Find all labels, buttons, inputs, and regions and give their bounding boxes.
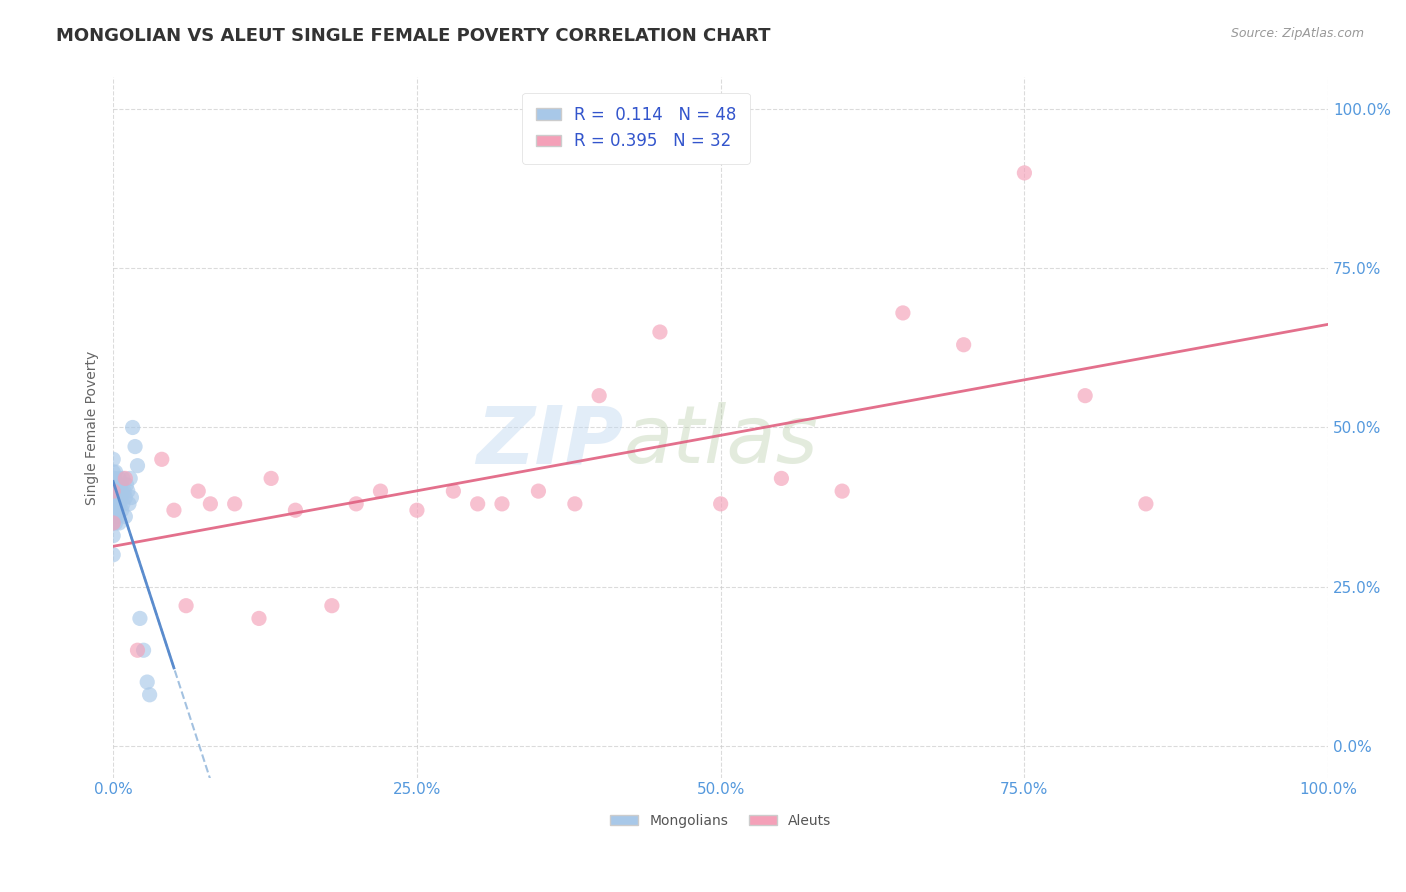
Point xyxy=(648,325,671,339)
Point xyxy=(260,471,283,485)
Point xyxy=(136,675,159,690)
Text: atlas: atlas xyxy=(623,402,818,481)
Point xyxy=(121,420,143,434)
Point xyxy=(174,599,197,613)
Point xyxy=(118,497,141,511)
Point xyxy=(952,337,974,351)
Point xyxy=(103,477,125,491)
Point xyxy=(132,643,155,657)
Point xyxy=(108,516,131,530)
Point xyxy=(108,484,131,499)
Point xyxy=(104,465,127,479)
Point xyxy=(224,497,246,511)
Point xyxy=(103,484,125,499)
Point xyxy=(467,497,489,511)
Point xyxy=(112,484,135,499)
Point xyxy=(891,306,914,320)
Point xyxy=(150,452,173,467)
Text: ZIP: ZIP xyxy=(477,402,623,481)
Point xyxy=(103,491,125,505)
Point xyxy=(710,497,733,511)
Point xyxy=(103,484,125,499)
Point xyxy=(163,503,186,517)
Point xyxy=(110,491,132,505)
Point xyxy=(491,497,513,511)
Point xyxy=(120,471,142,485)
Point xyxy=(103,509,125,524)
Point xyxy=(770,471,793,485)
Point xyxy=(284,503,307,517)
Point xyxy=(103,452,125,467)
Point xyxy=(115,477,138,491)
Point xyxy=(120,491,142,505)
Point xyxy=(114,509,136,524)
Point xyxy=(831,484,853,499)
Point xyxy=(108,471,131,485)
Point xyxy=(138,688,160,702)
Point xyxy=(114,471,136,485)
Point xyxy=(103,471,125,485)
Point xyxy=(111,503,134,517)
Point xyxy=(111,471,134,485)
Point xyxy=(103,516,125,530)
Point xyxy=(107,509,129,524)
Point xyxy=(107,484,129,499)
Point xyxy=(124,440,146,454)
Point xyxy=(1135,497,1157,511)
Point xyxy=(344,497,367,511)
Point xyxy=(105,503,128,517)
Point xyxy=(1014,166,1036,180)
Point xyxy=(104,484,127,499)
Legend: Mongolians, Aleuts: Mongolians, Aleuts xyxy=(605,808,837,834)
Point xyxy=(103,497,125,511)
Point xyxy=(406,503,429,517)
Point xyxy=(117,484,139,499)
Point xyxy=(111,497,134,511)
Point xyxy=(441,484,464,499)
Point xyxy=(564,497,586,511)
Point xyxy=(103,471,125,485)
Point xyxy=(103,548,125,562)
Point xyxy=(104,516,127,530)
Point xyxy=(129,611,152,625)
Point xyxy=(108,497,131,511)
Point xyxy=(103,503,125,517)
Point xyxy=(127,458,149,473)
Text: Source: ZipAtlas.com: Source: ZipAtlas.com xyxy=(1230,27,1364,40)
Point xyxy=(200,497,222,511)
Point xyxy=(527,484,550,499)
Point xyxy=(247,611,270,625)
Point xyxy=(111,484,134,499)
Point xyxy=(370,484,392,499)
Y-axis label: Single Female Poverty: Single Female Poverty xyxy=(86,351,100,505)
Point xyxy=(1074,389,1097,403)
Point xyxy=(588,389,610,403)
Point xyxy=(321,599,343,613)
Point xyxy=(127,643,149,657)
Point xyxy=(104,497,127,511)
Point xyxy=(105,491,128,505)
Point xyxy=(114,491,136,505)
Text: MONGOLIAN VS ALEUT SINGLE FEMALE POVERTY CORRELATION CHART: MONGOLIAN VS ALEUT SINGLE FEMALE POVERTY… xyxy=(56,27,770,45)
Point xyxy=(107,497,129,511)
Point xyxy=(103,465,125,479)
Point xyxy=(103,516,125,530)
Point xyxy=(110,477,132,491)
Point xyxy=(105,477,128,491)
Point xyxy=(103,529,125,543)
Point xyxy=(187,484,209,499)
